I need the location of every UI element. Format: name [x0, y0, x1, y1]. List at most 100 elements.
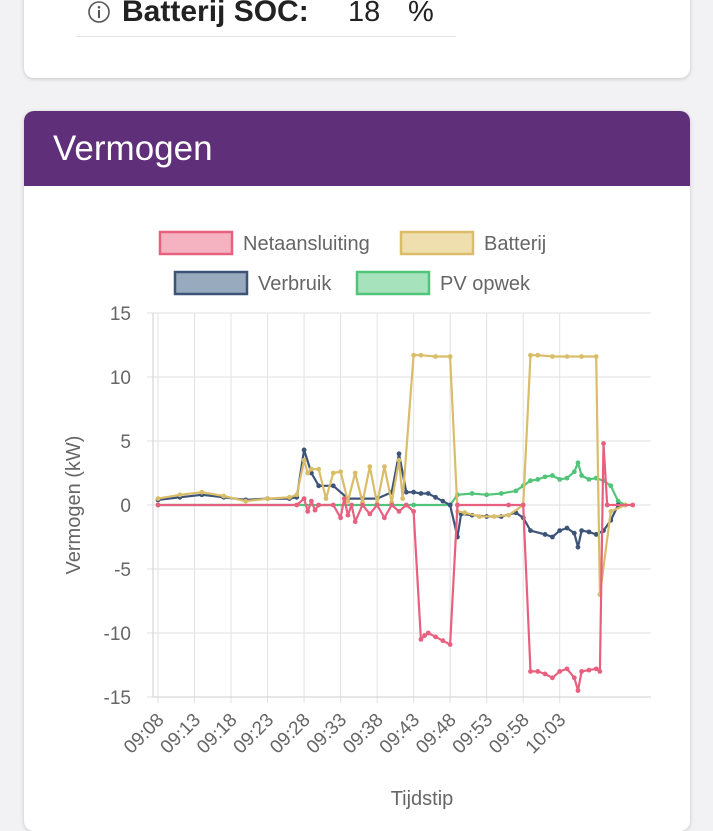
info-icon[interactable] — [76, 0, 122, 24]
data-point — [593, 532, 599, 537]
data-point — [330, 470, 336, 476]
data-point — [425, 491, 431, 496]
data-point — [312, 507, 318, 513]
data-point — [571, 530, 577, 536]
legend-label[interactable]: PV opwek — [440, 273, 531, 295]
data-point — [411, 502, 417, 508]
data-point — [418, 637, 424, 642]
data-point — [396, 509, 402, 514]
data-point — [528, 352, 533, 358]
data-point — [564, 525, 570, 531]
data-point — [382, 464, 387, 469]
y-tick-label: -5 — [114, 560, 131, 581]
y-tick-label: 15 — [110, 304, 131, 325]
data-point — [305, 509, 311, 514]
y-tick-label: 10 — [110, 368, 131, 389]
x-tick-label: 09:33 — [303, 710, 351, 758]
data-point — [301, 447, 307, 453]
legend-label[interactable]: Batterij — [484, 233, 546, 255]
data-point — [593, 354, 599, 359]
data-point — [345, 498, 351, 504]
data-point — [528, 669, 533, 674]
data-point — [542, 474, 548, 480]
data-point — [557, 669, 563, 674]
data-point — [199, 489, 205, 495]
data-point — [447, 642, 453, 647]
data-point — [506, 512, 511, 518]
data-point — [425, 630, 431, 636]
legend-swatch — [355, 270, 431, 296]
x-tick-label: 09:43 — [376, 710, 424, 758]
data-point — [349, 502, 354, 508]
data-point — [542, 671, 548, 677]
data-point — [411, 352, 417, 358]
legend-label[interactable]: Netaansluiting — [243, 233, 370, 255]
data-point — [294, 492, 300, 498]
data-point — [564, 475, 570, 481]
data-point — [308, 498, 314, 504]
data-point — [469, 491, 475, 496]
data-point — [374, 502, 380, 508]
data-point — [433, 354, 438, 359]
data-point — [455, 502, 460, 508]
legend-label[interactable]: Verbruik — [258, 273, 332, 295]
data-point — [418, 491, 424, 496]
data-point — [316, 466, 322, 472]
data-point — [604, 502, 610, 508]
data-point — [484, 492, 490, 498]
data-point — [513, 488, 519, 494]
data-point — [571, 675, 577, 681]
power-card: Vermogen 15 10 5 0 -5 -10 -15 09:08 09:13 09:18 09… — [24, 111, 690, 831]
data-point — [550, 473, 555, 478]
legend-swatch — [173, 270, 249, 296]
x-tick-label: 09:48 — [412, 710, 460, 758]
data-point — [630, 502, 636, 508]
data-point — [243, 498, 249, 504]
data-point — [476, 514, 482, 519]
data-point — [571, 469, 577, 475]
data-point — [550, 534, 555, 540]
data-point — [491, 514, 497, 519]
data-point — [586, 529, 592, 535]
data-point — [597, 669, 603, 674]
data-point — [447, 354, 453, 359]
data-point — [586, 667, 592, 673]
x-tick-label: 09:13 — [157, 710, 205, 758]
battery-soc-row: Batterij SOC: 18 % — [76, 0, 456, 37]
data-point — [579, 473, 585, 478]
data-point — [411, 489, 417, 495]
data-point — [557, 528, 563, 533]
battery-card: Batterij SOC: 18 % — [24, 0, 690, 78]
data-point — [579, 669, 585, 674]
data-point — [411, 509, 417, 514]
data-point — [323, 496, 329, 501]
data-point — [287, 494, 292, 500]
data-point — [330, 502, 336, 508]
data-point — [433, 494, 438, 500]
data-point — [367, 511, 373, 517]
data-point — [564, 666, 570, 672]
data-point — [316, 502, 322, 508]
x-tick-label: 09:08 — [120, 710, 168, 758]
x-tick-label: 09:38 — [339, 710, 387, 758]
data-point — [155, 502, 161, 508]
data-point — [422, 633, 427, 638]
data-point — [462, 510, 468, 516]
data-point — [601, 441, 606, 446]
y-tick-label: 5 — [120, 432, 131, 453]
x-tick-label: 10:03 — [522, 710, 570, 758]
power-card-header: Vermogen — [24, 111, 690, 186]
power-chart: 151050-5-10-1509:0809:1309:1809:2309:280… — [63, 230, 651, 810]
data-point — [403, 502, 409, 508]
data-point — [396, 451, 402, 457]
data-point — [221, 493, 227, 499]
x-tick-label: 09:28 — [266, 710, 314, 758]
data-point — [345, 512, 351, 518]
data-point — [400, 496, 406, 501]
data-point — [389, 502, 395, 508]
data-point — [586, 477, 592, 482]
data-point — [155, 496, 161, 501]
legend-swatch — [158, 230, 234, 256]
data-point — [575, 460, 581, 466]
x-tick-label: 09:18 — [193, 710, 241, 758]
